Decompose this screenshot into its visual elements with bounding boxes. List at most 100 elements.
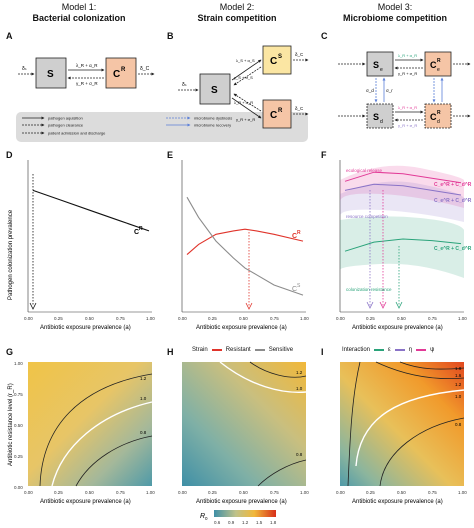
chart-f-line-eta	[344, 183, 462, 196]
svg-text:0.25: 0.25	[366, 490, 375, 495]
model2-diagram: δₛ S λ_S + α_S γ_S + σ_S λ_R + α_R γ_R +…	[178, 45, 309, 129]
svg-text:e: e	[437, 67, 440, 73]
svg-text:0.00: 0.00	[178, 316, 187, 321]
panel-label-b: B	[167, 31, 174, 41]
svg-text:1.2: 1.2	[242, 520, 249, 525]
y-axis-label-row1: Pathogen colonization prevalence	[8, 209, 14, 300]
svg-text:1.0: 1.0	[455, 394, 462, 399]
cs-box	[262, 45, 292, 75]
svg-text:S: S	[211, 85, 218, 96]
svg-text:0.50: 0.50	[14, 423, 23, 428]
chart-d-label: C	[134, 229, 139, 236]
svg-text:0.75: 0.75	[428, 490, 437, 495]
se-box	[366, 51, 394, 77]
panel-label-e: E	[167, 150, 174, 160]
svg-text:R: R	[121, 67, 126, 73]
i-contour-2	[355, 389, 465, 467]
panel-label-c: C	[321, 31, 328, 41]
svg-text:γ_S + σ_S: γ_S + σ_S	[234, 75, 253, 80]
chart-e-label-r: C	[292, 233, 297, 240]
cr-box-model2	[262, 99, 292, 129]
svg-text:R: R	[278, 108, 283, 114]
svg-text:1.00: 1.00	[300, 316, 309, 321]
row3-xticks: 0.00 0.25 0.50 0.75 1.00 0.00 0.25 0.50 0.75 1.0…	[24, 490, 467, 495]
chart-d-axes	[27, 160, 152, 313]
chart-f-ribbon-eta	[340, 181, 464, 222]
chart-e-arrow	[245, 302, 253, 310]
f-annot-colonization: colonization resistance	[346, 287, 392, 292]
svg-text:0.25: 0.25	[14, 454, 23, 459]
svg-text:0.50: 0.50	[85, 316, 94, 321]
i-contour-4	[399, 361, 465, 370]
svg-text:1.2: 1.2	[296, 370, 303, 375]
svg-text:0.25: 0.25	[208, 490, 217, 495]
svg-text:σ_d: σ_d	[366, 88, 374, 93]
svg-text:d: d	[380, 119, 383, 125]
svg-text:0.50: 0.50	[239, 316, 248, 321]
chart-e-line-resistant	[186, 228, 304, 256]
svg-text:0.8: 0.8	[140, 430, 147, 435]
svg-text:γ_R + σ_R: γ_R + σ_R	[398, 123, 417, 128]
model1-diagram: δₛ S λ_R + α_R γ_R + σ_R C R δ_C	[18, 57, 155, 89]
svg-text:λ_S + α_S: λ_S + α_S	[236, 58, 255, 63]
svg-text:0.50: 0.50	[239, 490, 248, 495]
svg-text:0.25: 0.25	[208, 316, 217, 321]
f-annot-ecological: ecological release	[346, 168, 383, 173]
line-charts-layer: Pathogen colonization prevalence C R C R…	[8, 160, 472, 331]
chart-f-line-eps	[344, 238, 462, 252]
chart-e-axes	[181, 160, 306, 313]
svg-text:1.2: 1.2	[140, 376, 147, 381]
svg-text:0.8: 0.8	[296, 452, 303, 457]
svg-text:pathogen aquisition: pathogen aquisition	[48, 116, 83, 121]
svg-text:0.00: 0.00	[24, 490, 33, 495]
svg-text:microbiome dysbiosis: microbiome dysbiosis	[194, 116, 232, 121]
svg-text:microbiome recovery: microbiome recovery	[194, 123, 231, 128]
svg-text:0.75: 0.75	[270, 490, 279, 495]
panel-label-f: F	[321, 150, 327, 160]
svg-text:σ_r: σ_r	[386, 88, 393, 93]
f-label-eps: C_e^R + C_d^R	[434, 246, 472, 252]
sd-box	[366, 103, 394, 129]
svg-text:e: e	[380, 67, 383, 73]
svg-text:S: S	[373, 112, 379, 122]
svg-text:1.00: 1.00	[458, 316, 467, 321]
s-box-label: S	[47, 69, 54, 80]
svg-text:0.25: 0.25	[366, 316, 375, 321]
svg-text:C: C	[270, 56, 277, 67]
svg-text:S: S	[297, 283, 301, 289]
g-contour-1	[39, 373, 153, 487]
svg-text:C: C	[430, 112, 437, 122]
svg-text:1.6: 1.6	[455, 373, 462, 378]
panel-label-h: H	[167, 347, 174, 357]
svg-text:R: R	[437, 58, 441, 64]
panel-label-g: G	[6, 347, 14, 357]
svg-text:0.00: 0.00	[178, 490, 187, 495]
x-axis-label-h: Antibiotic exposure prevalence (a)	[196, 499, 287, 505]
svg-text:1.0: 1.0	[296, 386, 303, 391]
svg-text:0.6: 0.6	[214, 520, 221, 525]
chart-f-axes	[339, 160, 464, 313]
svg-text:R: R	[437, 110, 441, 116]
svg-text:1.00: 1.00	[14, 361, 23, 366]
diagrams-layer: δₛ S λ_R + α_R γ_R + σ_R C R δ_C pathoge…	[16, 45, 471, 142]
h-contour-1	[249, 361, 307, 378]
svg-text:0.50: 0.50	[85, 490, 94, 495]
cr-box-label: C	[113, 69, 120, 80]
svg-text:1.00: 1.00	[458, 490, 467, 495]
svg-text:1.8: 1.8	[455, 366, 462, 371]
ce-box	[424, 51, 452, 77]
svg-text:patient admission and discharg: patient admission and discharge	[48, 131, 106, 136]
svg-text:1.8: 1.8	[270, 520, 277, 525]
colorbar	[214, 510, 276, 517]
chart-d-line-cr	[32, 189, 150, 232]
heatmap-g	[28, 362, 152, 486]
svg-text:d: d	[437, 119, 440, 125]
s-box	[35, 57, 67, 89]
svg-text:δ_C: δ_C	[295, 52, 304, 57]
chart-d-arrow	[29, 302, 37, 310]
svg-text:1.00: 1.00	[300, 490, 309, 495]
y-axis-label-row3: Antibiotic resistance level (r_R)	[8, 383, 14, 466]
svg-text:1.0: 1.0	[140, 396, 147, 401]
model1-title: Model 1: Bacterial colonization	[32, 2, 126, 23]
h-contour-2	[219, 361, 307, 393]
